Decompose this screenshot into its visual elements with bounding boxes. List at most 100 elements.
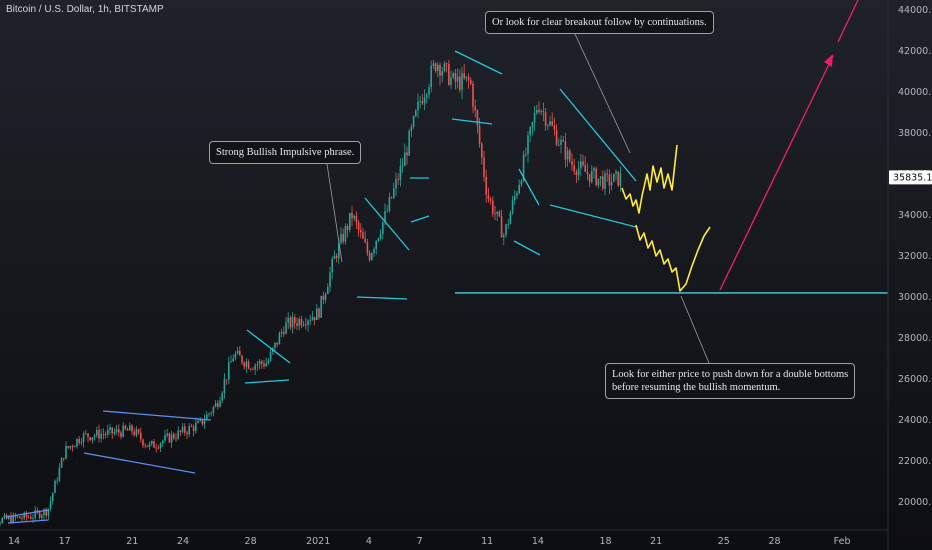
- candle-body: [324, 293, 327, 300]
- y-tick-label: 24000.00: [898, 415, 932, 426]
- candle-body: [575, 171, 578, 176]
- candle-body: [617, 171, 619, 186]
- candle-body: [364, 238, 366, 243]
- candle-body: [250, 368, 252, 370]
- x-tick-label: 14: [8, 536, 20, 547]
- candle-body: [25, 512, 28, 517]
- candle-body: [377, 238, 380, 241]
- candle-body: [560, 139, 562, 145]
- target-arrow-line: [719, 55, 834, 291]
- candle-body: [467, 76, 470, 81]
- chart-drawings: [5, 0, 888, 524]
- candle-body: [19, 516, 21, 519]
- candle-body: [434, 63, 437, 72]
- candle-body: [148, 443, 151, 447]
- candle-body: [256, 364, 259, 366]
- candle-body: [177, 430, 179, 439]
- candle-body: [562, 139, 564, 142]
- candle-body: [228, 362, 230, 380]
- candle-body: [547, 125, 549, 126]
- candle-body: [331, 258, 333, 273]
- candle-body: [30, 517, 32, 519]
- candle-body: [608, 174, 611, 186]
- candle-body: [91, 437, 94, 441]
- candle-body: [131, 425, 133, 432]
- candle-body: [93, 435, 96, 438]
- candle-body: [329, 272, 331, 287]
- candle-body: [349, 212, 351, 230]
- candle-body: [291, 316, 294, 328]
- wedge-top-line: [364, 197, 410, 251]
- candle-body: [298, 319, 300, 326]
- candle-body: [201, 419, 204, 425]
- candle-body: [100, 434, 102, 439]
- candle-body: [320, 295, 322, 318]
- channel-bottom-line: [83, 452, 196, 474]
- candle-body: [390, 197, 393, 198]
- candle-body: [21, 518, 23, 519]
- candle-body: [197, 420, 199, 423]
- chart-symbol-title: Bitcoin / U.S. Dollar, 1h, BITSTAMP: [6, 4, 164, 15]
- candle-body: [582, 161, 584, 166]
- candle-body: [452, 73, 454, 78]
- candle-body: [481, 143, 483, 158]
- candle-body: [511, 200, 514, 213]
- candle-body: [443, 63, 446, 72]
- candle-body: [12, 514, 14, 523]
- candle-body: [492, 200, 494, 214]
- candle-body: [109, 427, 111, 430]
- candle-body: [476, 110, 479, 126]
- candle-body: [16, 516, 19, 518]
- candle-body: [318, 308, 320, 318]
- candle-body: [580, 161, 582, 169]
- candle-body: [23, 512, 25, 519]
- candle-body: [529, 127, 531, 136]
- candle-body: [168, 433, 171, 443]
- candle-body: [610, 181, 613, 186]
- y-tick-label: 30000.00: [898, 292, 932, 303]
- candle-body: [104, 434, 107, 436]
- candle-body: [472, 83, 474, 107]
- candle-body: [159, 443, 162, 448]
- candle-body: [366, 242, 369, 253]
- candle-body: [604, 173, 606, 189]
- candle-body: [465, 76, 468, 79]
- x-tick-label: 21: [126, 536, 138, 547]
- candle-body: [514, 195, 516, 201]
- candle-body: [305, 324, 307, 326]
- candle-body: [280, 331, 283, 334]
- candle-body: [214, 403, 217, 407]
- mid-wedge-bottom-line: [513, 240, 541, 256]
- early-channel-bottom: [7, 519, 49, 524]
- candle-body: [144, 445, 146, 447]
- candle-body: [258, 361, 261, 365]
- candle-body: [615, 171, 617, 174]
- candlestick-series: [0, 59, 622, 527]
- candle-body: [8, 516, 10, 519]
- candle-body: [65, 445, 67, 459]
- candle-body: [192, 426, 195, 432]
- candle-body: [49, 500, 52, 509]
- candle-body: [230, 361, 232, 363]
- candle-body: [393, 188, 395, 198]
- candle-body: [459, 76, 461, 90]
- candle-body: [276, 342, 278, 345]
- candle-body: [322, 295, 325, 300]
- x-tick-label: 2021: [306, 536, 330, 547]
- candle-body: [124, 425, 127, 430]
- candle-body: [294, 316, 296, 324]
- candle-body: [54, 480, 56, 493]
- candle-body: [212, 406, 215, 413]
- candle-body: [223, 379, 226, 394]
- candle-body: [373, 248, 375, 254]
- projection-double-bottom-path: [635, 224, 711, 292]
- candle-body: [111, 427, 113, 434]
- candle-body: [137, 429, 140, 433]
- x-axis: 14 17 21 24 28 2021 4 7 11 14 18 21 25 28 Feb: [8, 536, 851, 547]
- candle-body: [254, 365, 256, 370]
- candle-body: [536, 109, 538, 113]
- top-support-line: [451, 118, 493, 125]
- candle-body: [525, 154, 527, 155]
- candle-body: [162, 440, 164, 444]
